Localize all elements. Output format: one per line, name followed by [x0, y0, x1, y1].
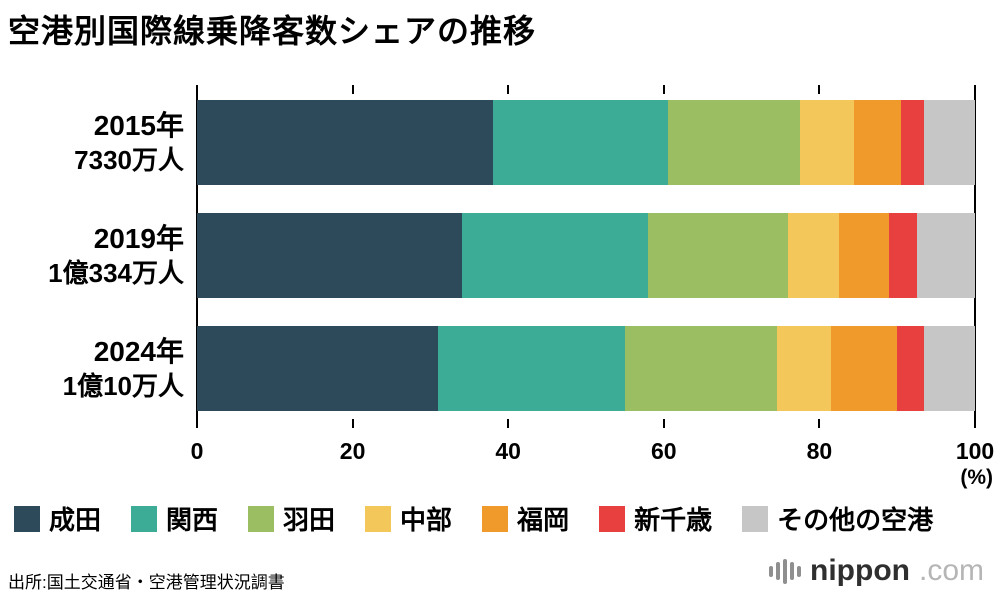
bar-segment-羽田: [667, 100, 800, 185]
x-tick-label: 60: [651, 438, 677, 464]
logo-name: nippon: [810, 554, 910, 587]
bar-segment-関西: [438, 326, 625, 411]
bar-segment-成田: [197, 213, 462, 298]
bar-segment-福岡: [831, 326, 898, 411]
legend-item-福岡: 福岡: [482, 500, 569, 537]
stacked-bar-2015: [197, 100, 975, 185]
bar-segment-関西: [492, 100, 668, 185]
category-total: 7330万人: [74, 144, 184, 175]
legend: 成田 関西 羽田 中部 福岡 新千歳 その他の空港: [14, 500, 933, 537]
legend-swatch: [482, 505, 509, 532]
legend-item-成田: 成田: [14, 500, 101, 537]
axis-tick: [818, 85, 821, 94]
chart-title: 空港別国際線乗降客数シェアの推移: [8, 13, 537, 49]
x-tick-label: 20: [339, 438, 366, 464]
bar-segment-関西: [461, 213, 649, 298]
bar-segment-その他の空港: [916, 213, 975, 298]
x-tick-label: 80: [806, 438, 833, 464]
x-tick-label: 40: [495, 438, 521, 464]
bar-segment-中部: [788, 213, 839, 298]
bar-segment-成田: [197, 100, 493, 185]
bar-segment-成田: [197, 326, 439, 411]
legend-label: 福岡: [517, 505, 570, 535]
category-label-2024: 2024年 1億10万人: [0, 326, 184, 411]
category-year: 2024年: [93, 335, 184, 367]
bar-segment-羽田: [624, 326, 777, 411]
legend-item-その他の空港: その他の空港: [742, 500, 933, 537]
x-tick-label: 0: [190, 438, 204, 464]
axis-tick: [818, 419, 821, 428]
plot-area: [196, 85, 976, 428]
legend-swatch: [599, 505, 626, 532]
legend-swatch: [248, 505, 275, 532]
bar-segment-新千歳: [897, 326, 925, 411]
legend-item-羽田: 羽田: [248, 500, 335, 537]
category-total: 1億10万人: [62, 370, 184, 401]
bar-segment-その他の空港: [924, 326, 975, 411]
bar-segment-福岡: [838, 213, 890, 298]
category-label-2019: 2019年 1億334万人: [0, 213, 184, 298]
axis-tick: [507, 419, 510, 428]
stacked-bar-2024: [197, 326, 975, 411]
legend-swatch: [742, 505, 769, 532]
category-year: 2015年: [93, 109, 184, 141]
legend-label: 成田: [49, 505, 102, 535]
category-labels: 2015年 7330万人 2019年 1億334万人 2024年 1億10万人: [0, 85, 184, 428]
bar-segment-新千歳: [889, 213, 917, 298]
bar-segment-その他の空港: [924, 100, 975, 185]
axis-tick: [662, 85, 665, 94]
x-tick-label: 100: [955, 438, 995, 464]
axis-tick: [507, 85, 510, 94]
source-note: 出所:国土交通省・空港管理状況調書: [8, 573, 285, 592]
legend-swatch: [365, 505, 392, 532]
legend-label: 中部: [400, 505, 453, 535]
x-axis-labels: 0 20 40 60 80 100: [191, 438, 995, 466]
legend-swatch: [131, 505, 158, 532]
legend-label: 関西: [166, 505, 219, 535]
axis-tick: [351, 85, 354, 94]
bar-segment-福岡: [854, 100, 902, 185]
bar-segment-中部: [776, 326, 832, 411]
nippon-logo: nippon .com: [769, 554, 984, 588]
bar-segment-中部: [799, 100, 855, 185]
legend-label: その他の空港: [777, 505, 934, 535]
category-total: 1億334万人: [48, 257, 184, 288]
nippon-logo-icon: [769, 557, 802, 585]
bar-segment-新千歳: [901, 100, 925, 185]
axis-tick: [351, 419, 354, 428]
axis-tick: [662, 419, 665, 428]
category-year: 2019年: [93, 222, 184, 254]
legend-item-新千歳: 新千歳: [599, 500, 712, 537]
logo-tld: .com: [918, 554, 984, 587]
stacked-bar-2019: [197, 213, 975, 298]
y-axis-line-right: [974, 85, 976, 428]
legend-label: 新千歳: [634, 505, 713, 535]
legend-swatch: [14, 505, 40, 532]
legend-item-関西: 関西: [131, 500, 218, 537]
category-label-2015: 2015年 7330万人: [0, 100, 184, 185]
axis-unit-label: (%): [960, 466, 993, 489]
legend-label: 羽田: [283, 505, 336, 535]
bar-segment-羽田: [648, 213, 789, 298]
legend-item-中部: 中部: [365, 500, 452, 537]
